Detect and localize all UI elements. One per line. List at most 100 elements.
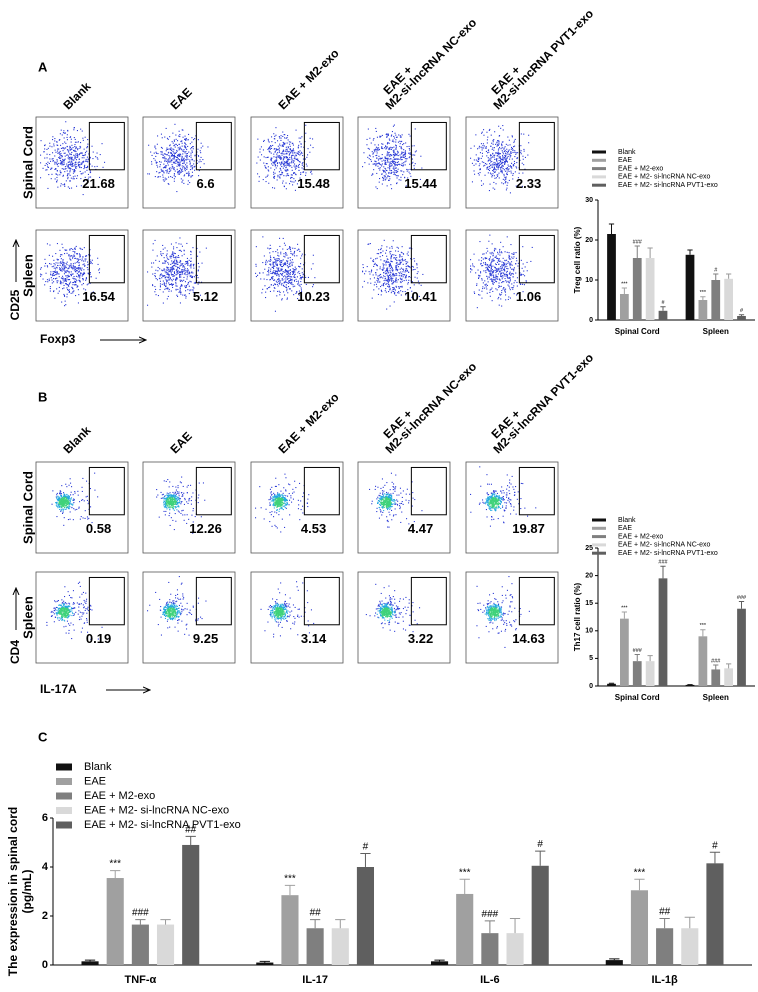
event-dot: [277, 176, 279, 178]
event-dot: [270, 263, 272, 265]
event-dot: [496, 155, 498, 157]
event-dot: [277, 259, 279, 261]
event-dot: [86, 480, 88, 482]
event-dot: [401, 148, 403, 150]
event-dot: [495, 169, 497, 171]
event-dot: [398, 263, 400, 265]
event-dot: [279, 137, 281, 139]
event-dot: [274, 272, 276, 274]
event-dot: [501, 278, 503, 280]
event-dot: [270, 152, 272, 154]
event-dot: [185, 269, 187, 271]
event-dot: [400, 275, 402, 277]
event-dot: [178, 159, 180, 161]
event-dot: [180, 250, 182, 252]
event-dot: [498, 152, 500, 154]
event-dot: [71, 158, 73, 160]
event-dot: [64, 498, 66, 500]
event-dot: [393, 301, 395, 303]
event-dot: [68, 291, 70, 293]
event-dot: [498, 148, 500, 150]
event-dot: [63, 137, 65, 139]
event-dot: [176, 150, 178, 152]
event-dot: [61, 168, 63, 170]
event-dot: [379, 256, 381, 258]
event-dot: [57, 174, 59, 176]
event-dot: [486, 247, 488, 249]
event-dot: [78, 270, 80, 272]
event-dot: [289, 280, 291, 282]
event-dot: [386, 267, 388, 269]
event-dot: [65, 275, 67, 277]
event-dot: [294, 250, 296, 252]
event-dot: [168, 486, 170, 488]
event-dot: [493, 167, 495, 169]
event-dot: [282, 272, 284, 274]
event-dot: [255, 263, 257, 265]
event-dot: [190, 260, 192, 262]
event-dot: [496, 145, 498, 147]
event-dot: [508, 165, 510, 167]
event-dot: [496, 160, 498, 162]
event-dot: [72, 288, 74, 290]
event-dot: [173, 161, 175, 163]
event-dot: [401, 134, 403, 136]
event-dot: [79, 280, 81, 282]
event-dot: [485, 257, 487, 259]
event-dot: [71, 163, 73, 165]
event-dot: [179, 155, 181, 157]
event-dot: [168, 493, 170, 495]
event-dot: [497, 273, 499, 275]
event-dot: [288, 164, 290, 166]
event-dot: [498, 269, 500, 271]
event-dot: [282, 152, 284, 154]
event-dot: [176, 149, 178, 151]
event-dot: [78, 507, 80, 509]
event-dot: [387, 157, 389, 159]
event-dot: [72, 282, 74, 284]
event-dot: [272, 266, 274, 268]
x-marker: IL-17A: [40, 682, 77, 696]
event-dot: [56, 170, 58, 172]
event-dot: [56, 501, 58, 503]
event-dot: [374, 262, 376, 264]
event-dot: [195, 135, 197, 137]
event-dot: [50, 274, 52, 276]
event-dot: [68, 505, 70, 507]
event-dot: [494, 247, 496, 249]
event-dot: [391, 140, 393, 142]
event-dot: [86, 516, 88, 518]
event-dot: [184, 152, 186, 154]
event-dot: [384, 278, 386, 280]
event-dot: [382, 177, 384, 179]
event-dot: [176, 278, 178, 280]
event-dot: [189, 275, 191, 277]
event-dot: [160, 251, 162, 253]
event-dot: [292, 273, 294, 275]
event-dot: [179, 288, 181, 290]
event-dot: [505, 288, 507, 290]
event-dot: [73, 269, 75, 271]
event-dot: [488, 169, 490, 171]
event-dot: [66, 165, 68, 167]
event-dot: [190, 264, 192, 266]
event-dot: [288, 281, 290, 283]
event-dot: [492, 282, 494, 284]
event-dot: [401, 153, 403, 155]
event-dot: [288, 264, 290, 266]
event-dot: [172, 155, 174, 157]
event-dot: [498, 153, 500, 155]
event-dot: [400, 267, 402, 269]
event-dot: [270, 160, 272, 162]
event-dot: [493, 279, 495, 281]
event-dot: [297, 146, 299, 148]
event-dot: [163, 172, 165, 174]
event-dot: [375, 165, 377, 167]
event-dot: [54, 163, 56, 165]
event-dot: [493, 167, 495, 169]
event-dot: [274, 165, 276, 167]
event-dot: [496, 162, 498, 164]
event-dot: [73, 255, 75, 257]
event-dot: [492, 276, 494, 278]
event-dot: [85, 160, 87, 162]
